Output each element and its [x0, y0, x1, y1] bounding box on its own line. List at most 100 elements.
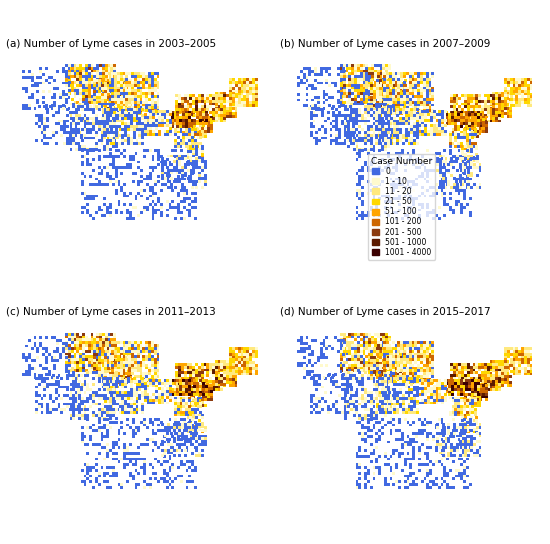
Bar	[174, 391, 177, 393]
Bar	[198, 437, 201, 440]
Bar	[518, 104, 521, 107]
Bar	[92, 443, 95, 446]
Bar	[223, 372, 226, 374]
Bar	[130, 82, 133, 84]
Bar	[84, 117, 86, 120]
Bar	[115, 209, 118, 212]
Bar	[152, 429, 155, 432]
Bar	[121, 87, 124, 90]
Bar	[389, 377, 392, 380]
Bar	[194, 122, 196, 125]
Bar	[43, 122, 46, 125]
Bar	[409, 341, 411, 344]
Bar	[466, 155, 469, 158]
Bar	[223, 106, 226, 109]
Bar	[240, 361, 244, 364]
Bar	[177, 128, 180, 131]
Bar	[116, 356, 118, 359]
Bar	[43, 117, 46, 120]
Bar	[84, 191, 86, 195]
Bar	[455, 203, 458, 206]
Bar	[110, 137, 113, 139]
Bar	[376, 90, 379, 93]
Bar	[357, 64, 360, 67]
Bar	[43, 106, 46, 108]
Bar	[75, 374, 78, 377]
Bar	[498, 363, 501, 366]
Bar	[381, 383, 384, 386]
Bar	[25, 104, 28, 107]
Bar	[442, 175, 444, 177]
Bar	[65, 367, 68, 370]
Bar	[75, 131, 78, 134]
Bar	[390, 403, 393, 405]
Bar	[223, 103, 226, 106]
Bar	[481, 383, 484, 386]
Bar	[417, 86, 420, 89]
Bar	[152, 200, 155, 203]
Bar	[504, 113, 507, 115]
Bar	[101, 122, 103, 125]
Bar	[185, 408, 188, 411]
Bar	[373, 350, 376, 353]
Bar	[463, 418, 466, 421]
Bar	[449, 149, 452, 152]
Bar	[221, 388, 223, 391]
Bar	[82, 98, 85, 101]
Bar	[411, 347, 415, 350]
Bar	[116, 364, 118, 367]
Bar	[420, 375, 423, 378]
Legend: 0, 1 - 10, 11 - 20, 21 - 50, 51 - 100, 101 - 200, 201 - 500, 501 - 1000, 1001 - : 0, 1 - 10, 11 - 20, 21 - 50, 51 - 100, 1…	[368, 153, 435, 260]
Bar	[406, 443, 409, 446]
Bar	[356, 189, 359, 191]
Bar	[96, 367, 99, 369]
Bar	[384, 134, 387, 137]
Bar	[140, 101, 142, 103]
Bar	[368, 70, 371, 72]
Bar	[101, 120, 103, 122]
Bar	[69, 374, 72, 377]
Bar	[421, 399, 424, 401]
Bar	[76, 84, 79, 86]
Bar	[96, 64, 99, 67]
Bar	[389, 75, 392, 78]
Bar	[121, 376, 124, 379]
Bar	[472, 388, 475, 391]
Bar	[478, 106, 481, 108]
Bar	[175, 377, 178, 380]
Bar	[212, 374, 215, 377]
Bar	[444, 169, 448, 171]
Bar	[382, 338, 385, 341]
Bar	[365, 95, 368, 98]
Bar	[340, 101, 343, 103]
Bar	[101, 183, 103, 186]
Bar	[458, 455, 460, 458]
Bar	[66, 131, 69, 134]
Bar	[192, 103, 195, 106]
Bar	[108, 344, 111, 347]
Bar	[84, 411, 86, 414]
Bar	[492, 103, 495, 106]
Bar	[364, 478, 367, 480]
Bar	[384, 370, 387, 373]
Bar	[85, 78, 88, 81]
Bar	[113, 377, 116, 380]
Bar	[135, 458, 138, 460]
Bar	[378, 421, 381, 424]
Bar	[53, 364, 56, 367]
Bar	[141, 137, 144, 139]
Bar	[403, 355, 406, 358]
Bar	[94, 67, 96, 70]
Bar	[189, 108, 192, 111]
Bar	[163, 469, 166, 472]
Bar	[89, 163, 92, 166]
Bar	[218, 113, 221, 115]
Bar	[423, 341, 426, 344]
Bar	[43, 380, 46, 383]
Bar	[370, 377, 372, 380]
Bar	[436, 432, 439, 435]
Bar	[137, 364, 140, 367]
Bar	[103, 417, 106, 419]
Bar	[490, 381, 492, 384]
Bar	[382, 333, 385, 336]
